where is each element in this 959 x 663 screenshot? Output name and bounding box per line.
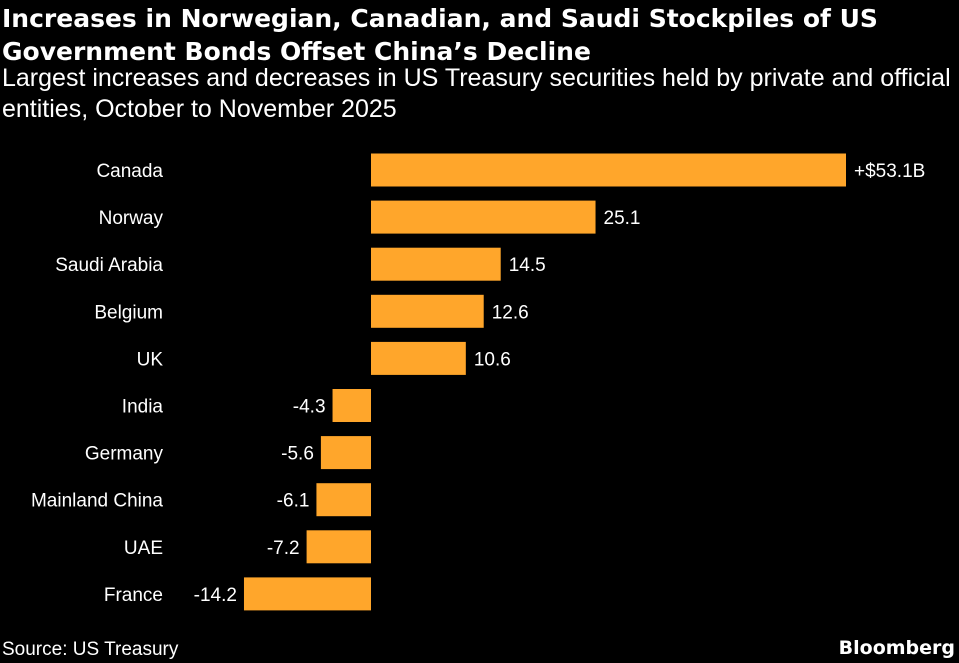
bar-belgium — [371, 294, 484, 328]
bar-chart: Canada +$53.1B Norway 25.1 Saudi Arabia 14.5 B… — [31, 153, 925, 611]
category-label: UAE — [124, 538, 163, 559]
bar-mainland-china — [316, 483, 371, 517]
data-label: +$53.1B — [854, 161, 925, 182]
source-note: Source: US Treasury — [2, 639, 179, 660]
category-label: Saudi Arabia — [55, 255, 163, 276]
data-label: -6.1 — [277, 491, 310, 512]
bar-norway — [371, 200, 596, 234]
bar-saudi-arabia — [371, 247, 501, 281]
category-label: Canada — [96, 161, 163, 182]
category-label: Germany — [85, 444, 164, 465]
data-label: 25.1 — [604, 208, 641, 229]
category-label: Mainland China — [31, 491, 163, 512]
bar-uae — [306, 530, 371, 564]
data-label: 14.5 — [509, 255, 546, 276]
chart-subtitle: Largest increases and decreases in US Tr… — [2, 64, 951, 123]
data-label: -14.2 — [194, 585, 237, 606]
data-label: 12.6 — [492, 302, 529, 323]
bar-canada — [371, 153, 846, 187]
chart-title: Increases in Norwegian, Canadian, and Sa… — [2, 4, 878, 66]
data-label: 10.6 — [474, 349, 511, 370]
category-label: India — [122, 397, 164, 418]
bar-uk — [371, 341, 466, 375]
bar-germany — [320, 436, 371, 470]
category-label: UK — [137, 349, 164, 370]
data-label: -7.2 — [267, 538, 300, 559]
bloomberg-logo: Bloomberg — [838, 637, 955, 659]
bar-india — [332, 389, 371, 422]
category-label: Norway — [99, 208, 164, 229]
data-label: -5.6 — [281, 444, 314, 465]
bar-france — [243, 577, 371, 611]
data-label: -4.3 — [293, 397, 326, 418]
category-label: France — [104, 585, 163, 606]
category-label: Belgium — [94, 302, 163, 323]
